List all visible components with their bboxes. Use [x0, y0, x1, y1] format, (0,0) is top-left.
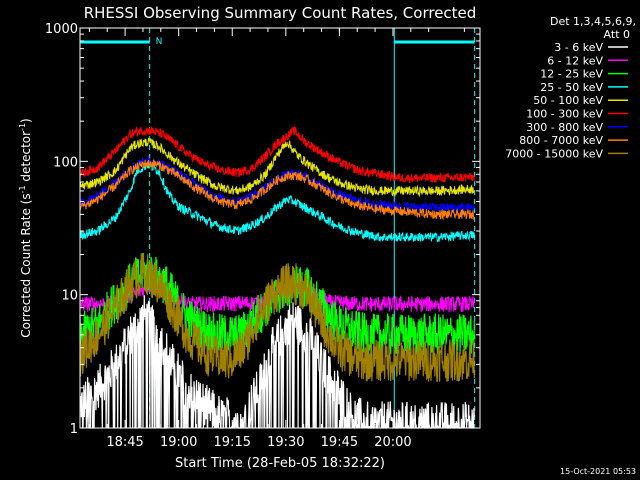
- legend-label-3: 25 - 50 keV: [540, 81, 603, 94]
- y-tick-label-0: 1: [70, 422, 78, 437]
- y-axis-label-sup2: -1: [18, 123, 27, 131]
- x-tick-label-5: 20:00: [374, 435, 411, 450]
- x-tick-label-0: 18:45: [106, 435, 143, 450]
- x-tick-label-3: 19:30: [267, 435, 304, 450]
- legend-label-1: 6 - 12 keV: [547, 54, 603, 67]
- y-axis-label-main: Corrected Count Rate (s: [19, 193, 33, 337]
- chart-title: RHESSI Observing Summary Count Rates, Co…: [84, 4, 477, 22]
- series-line-5: [79, 126, 475, 184]
- x-tick-label-1: 19:00: [160, 435, 197, 450]
- legend-header-line-1: Det 1,3,4,5,6,9,: [550, 15, 636, 28]
- series-line-3: [79, 160, 475, 243]
- series-line-4: [79, 137, 475, 198]
- series-line-0: [79, 295, 475, 429]
- legend-header-line-2: Att 0: [604, 28, 630, 41]
- night-label: N: [156, 37, 163, 47]
- y-axis-label-mid: detector: [19, 131, 33, 186]
- y-axis: 1 10 100 1000: [45, 22, 480, 437]
- x-tick-label-4: 19:45: [321, 435, 358, 450]
- y-axis-label-end: ): [19, 118, 33, 123]
- y-tick-label-2: 100: [53, 155, 78, 170]
- x-axis-label: Start Time (28-Feb-05 18:32:22): [175, 456, 385, 471]
- y-tick-label-1: 10: [61, 289, 78, 304]
- series-line-7: [79, 159, 475, 221]
- legend-label-5: 100 - 300 keV: [526, 108, 603, 121]
- y-tick-label-3: 1000: [45, 22, 78, 37]
- series-layer: [79, 126, 475, 429]
- legend-label-2: 12 - 25 keV: [540, 68, 603, 81]
- plot-frame: [79, 27, 481, 429]
- y-axis-label-sup1: -1: [18, 185, 27, 193]
- legend-label-4: 50 - 100 keV: [533, 94, 603, 107]
- y-axis-label: Corrected Count Rate (s-1 detector-1): [18, 118, 33, 337]
- x-tick-label-2: 19:15: [214, 435, 251, 450]
- x-axis: 18:45 19:00 19:15 19:30 19:45 20:00: [88, 28, 465, 450]
- series-line-8: [79, 252, 475, 383]
- timestamp: 15-Oct-2021 05:53: [560, 467, 636, 476]
- legend-label-0: 3 - 6 keV: [554, 41, 603, 54]
- legend-label-6: 300 - 800 keV: [526, 121, 603, 134]
- legend-label-8: 7000 - 15000 keV: [505, 147, 603, 160]
- legend-label-7: 800 - 7000 keV: [519, 134, 603, 147]
